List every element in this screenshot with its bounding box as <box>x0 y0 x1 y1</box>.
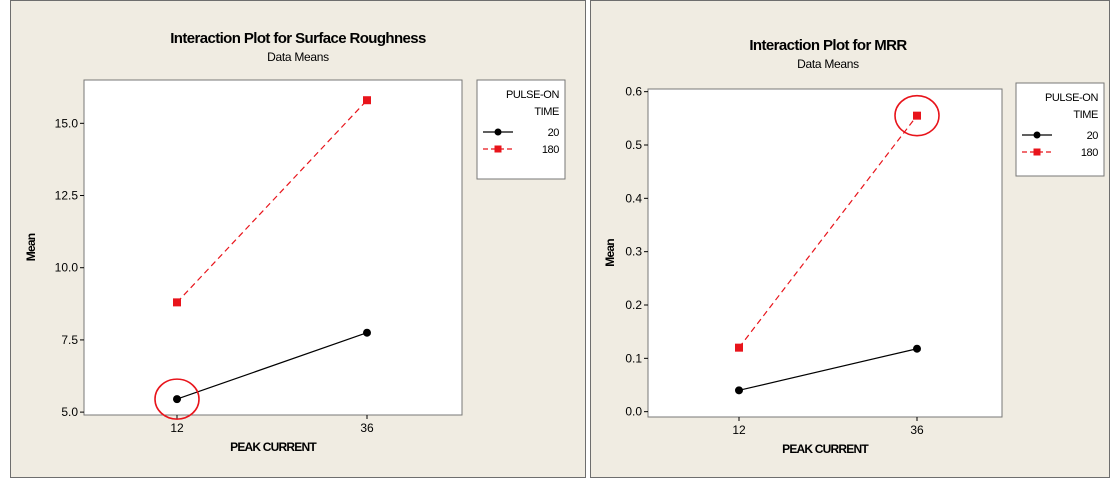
y-tick-label: 10.0 <box>55 261 79 275</box>
series-line-20 <box>176 332 368 400</box>
data-point-20 <box>173 395 181 404</box>
series-line-180 <box>176 99 368 303</box>
y-tick-label: 7.5 <box>61 333 78 347</box>
legend-label-20: 20 <box>548 127 560 139</box>
x-axis-label: PEAK CURRENT <box>230 440 317 454</box>
legend-title-line-1: PULSE-ON <box>506 89 559 101</box>
x-tick-label: 36 <box>910 423 924 437</box>
x-axis-label: PEAK CURRENT <box>782 442 869 456</box>
chart-panel-surface-roughness: Interaction Plot for Surface Roughness Da… <box>10 0 586 478</box>
data-point-180 <box>735 343 743 352</box>
y-tick-label: 0.5 <box>625 138 642 152</box>
data-point-180 <box>363 96 371 105</box>
data-point-20 <box>735 386 743 395</box>
chart-panel-mrr: Interaction Plot for MRR Data Means 0.0 0.1… <box>590 0 1110 478</box>
y-tick-label: 0.2 <box>625 298 642 312</box>
y-tick-label: 0.4 <box>625 191 642 205</box>
x-tick-label: 12 <box>732 423 746 437</box>
legend-marker-180 <box>1033 148 1041 156</box>
data-point-180 <box>913 111 921 120</box>
y-tick-label: 12.5 <box>55 189 79 203</box>
plot-area <box>83 79 463 416</box>
data-point-180 <box>173 298 181 307</box>
y-tick-label: 0.1 <box>625 351 642 365</box>
legend-box <box>1015 82 1105 177</box>
chart-subtitle: Data Means <box>797 57 859 71</box>
chart-title: Interaction Plot for Surface Roughness <box>170 30 426 47</box>
plot-area <box>647 88 1003 418</box>
legend-title-line-2: TIME <box>1073 109 1098 121</box>
legend-label-180: 180 <box>1081 147 1098 159</box>
x-tick-label: 12 <box>170 421 184 435</box>
y-axis-label: Mean <box>24 233 38 261</box>
series-line-20 <box>738 348 918 391</box>
series-line-180 <box>738 115 918 349</box>
y-axis-label: Mean <box>603 239 617 267</box>
y-tick-label: 0.0 <box>625 405 642 419</box>
legend-title-line-2: TIME <box>534 106 559 118</box>
legend-marker-20 <box>494 128 502 136</box>
y-tick-label: 15.0 <box>55 116 79 130</box>
y-tick-label: 0.3 <box>625 245 642 259</box>
data-point-20 <box>913 344 921 353</box>
chart-subtitle: Data Means <box>267 50 329 64</box>
highlight-circle <box>894 94 940 137</box>
data-point-20 <box>363 328 371 337</box>
surface-roughness-chart: Interaction Plot for Surface Roughness Da… <box>24 30 566 454</box>
y-tick-label: 5.0 <box>61 405 78 419</box>
chart-title: Interaction Plot for MRR <box>749 37 907 54</box>
highlight-circle <box>154 378 200 420</box>
x-tick-label: 36 <box>360 421 374 435</box>
legend-marker-180 <box>494 145 502 153</box>
y-tick-label: 0.6 <box>625 85 642 99</box>
mrr-chart: Interaction Plot for MRR Data Means 0.0 0.1… <box>603 37 1105 456</box>
legend-title-line-1: PULSE-ON <box>1045 92 1098 104</box>
legend-box <box>476 79 566 180</box>
legend-marker-20 <box>1033 131 1041 139</box>
legend-label-20: 20 <box>1087 130 1099 142</box>
legend-label-180: 180 <box>542 144 559 156</box>
